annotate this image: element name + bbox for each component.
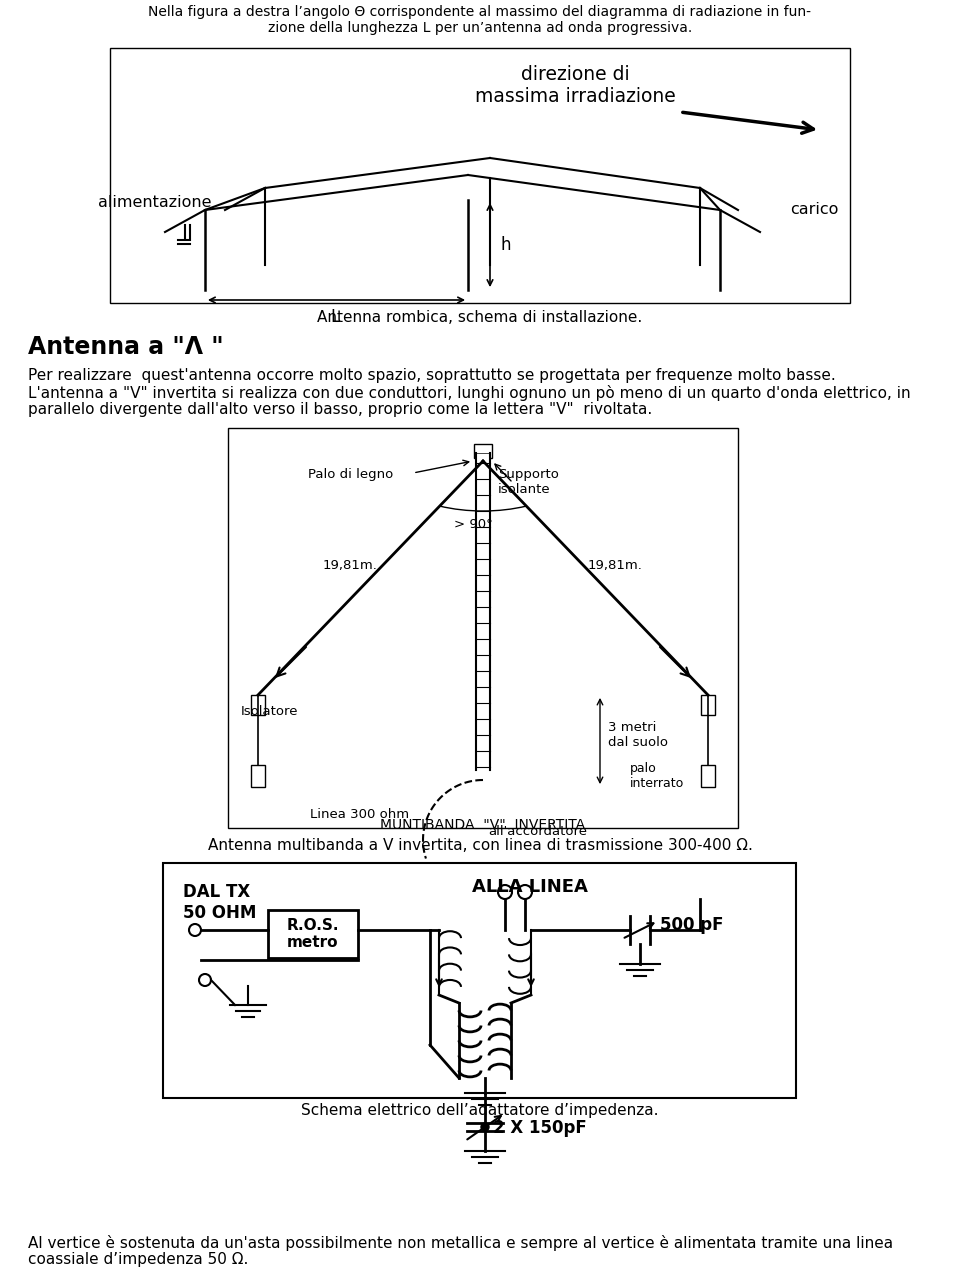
Text: 3 metri
dal suolo: 3 metri dal suolo — [608, 721, 668, 749]
Text: 19,81m.: 19,81m. — [588, 559, 642, 572]
Text: Supporto
isolante: Supporto isolante — [498, 468, 559, 496]
Text: L'antenna a "V" invertita si realizza con due conduttori, lunghi ognuno un pò me: L'antenna a "V" invertita si realizza co… — [28, 386, 911, 401]
Text: h: h — [500, 236, 511, 254]
Text: alimentazione: alimentazione — [98, 195, 212, 209]
Bar — [701, 765, 715, 786]
Text: carico: carico — [790, 203, 838, 217]
Text: Isolatore: Isolatore — [241, 705, 299, 718]
Text: all'accordatore: all'accordatore — [488, 825, 587, 838]
Text: 500 pF: 500 pF — [660, 916, 724, 934]
Text: DAL TX
50 OHM: DAL TX 50 OHM — [183, 883, 256, 921]
Text: coassiale d’impedenza 50 Ω.: coassiale d’impedenza 50 Ω. — [28, 1252, 249, 1267]
Circle shape — [481, 1123, 489, 1131]
Text: ALLA LINEA: ALLA LINEA — [472, 878, 588, 896]
Text: Antenna a "Λ ": Antenna a "Λ " — [28, 335, 224, 359]
Bar — [268, 910, 358, 959]
Text: L: L — [330, 308, 340, 326]
Bar — [251, 695, 265, 714]
Text: Antenna multibanda a V invertita, con linea di trasmissione 300-400 Ω.: Antenna multibanda a V invertita, con li… — [207, 838, 753, 853]
Text: Palo di legno: Palo di legno — [308, 468, 393, 481]
Text: palo
interrato: palo interrato — [630, 762, 684, 790]
Bar — [228, 428, 738, 828]
Bar — [476, 454, 490, 463]
Text: Al vertice è sostenuta da un'asta possibilmente non metallica e sempre al vertic: Al vertice è sostenuta da un'asta possib… — [28, 1235, 893, 1252]
Text: parallelo divergente dall'alto verso il basso, proprio come la lettera "V"  rivo: parallelo divergente dall'alto verso il … — [28, 402, 652, 418]
Text: Antenna rombica, schema di installazione.: Antenna rombica, schema di installazione… — [318, 310, 642, 325]
Text: > 90°: > 90° — [454, 518, 492, 531]
Text: Linea 300 ohm: Linea 300 ohm — [310, 808, 410, 821]
Bar — [251, 765, 265, 786]
Bar — [474, 445, 492, 457]
Bar — [163, 864, 796, 1097]
Bar — [110, 48, 850, 303]
Text: Per realizzare  quest'antenna occorre molto spazio, soprattutto se progettata pe: Per realizzare quest'antenna occorre mol… — [28, 368, 836, 383]
Text: Schema elettrico dell’adattatore d’impedenza.: Schema elettrico dell’adattatore d’imped… — [301, 1103, 659, 1118]
Text: Nella figura a destra l’angolo Θ corrispondente al massimo del diagramma di radi: Nella figura a destra l’angolo Θ corrisp… — [149, 5, 811, 35]
Text: 19,81m.: 19,81m. — [323, 559, 377, 572]
Text: MUNTIBANDA  "V"  INVERTITA: MUNTIBANDA "V" INVERTITA — [380, 819, 586, 831]
Bar — [701, 695, 715, 714]
Text: R.O.S.
metro: R.O.S. metro — [287, 917, 339, 950]
Text: direzione di
massima irradiazione: direzione di massima irradiazione — [474, 66, 676, 105]
Text: 2 X 150pF: 2 X 150pF — [493, 1119, 587, 1137]
